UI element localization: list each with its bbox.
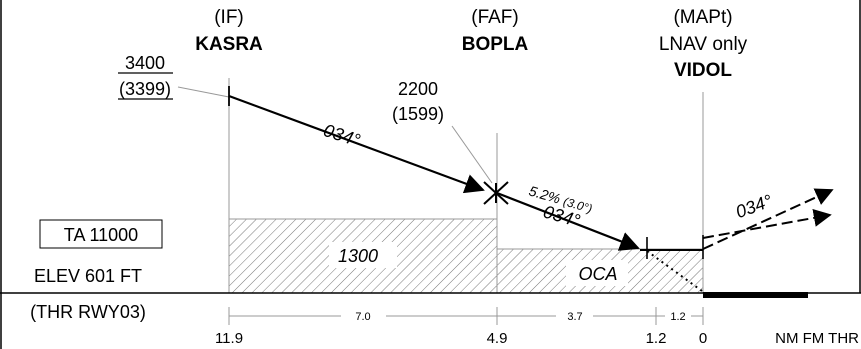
- distance-tick-1-2: 1.2: [646, 330, 667, 347]
- faf-fix-name: BOPLA: [462, 34, 529, 55]
- obstacle-area-left-label: 1300: [338, 246, 378, 266]
- oca-label-bg-right: [566, 260, 628, 286]
- final-segment: [496, 191, 640, 251]
- if-altitude: 3400: [125, 53, 165, 73]
- segment-distance-2: 3.7: [567, 311, 582, 323]
- if-height: (3399): [119, 79, 171, 99]
- transition-altitude: TA 11000: [64, 225, 138, 245]
- segment-distance-1: 7.0: [355, 311, 370, 323]
- if-leader-line: [177, 86, 230, 98]
- obstacle-area-right-label: OCA: [578, 264, 617, 284]
- mapt-note: LNAV only: [659, 34, 748, 55]
- initial-course: 034°: [321, 120, 363, 151]
- distance-scale: [228, 307, 704, 325]
- if-role-label: (IF): [214, 7, 244, 28]
- mapt-fix-name: VIDOL: [674, 60, 732, 81]
- aerodrome-elevation: ELEV 601 FT: [34, 266, 142, 286]
- faf-role-label: (FAF): [471, 7, 519, 28]
- missed-approach-track: [702, 209, 832, 239]
- mapt-role-label: (MAPt): [673, 7, 732, 28]
- transition-altitude-box: [39, 219, 163, 249]
- faf-height: (1599): [392, 104, 444, 124]
- distance-tick-if: 11.9: [215, 330, 243, 347]
- distance-tick-faf: 4.9: [487, 330, 508, 347]
- initial-segment: [228, 94, 485, 194]
- missed-course: 034°: [733, 191, 775, 223]
- faf-leader-line: [451, 125, 493, 184]
- if-fix-name: KASRA: [195, 34, 263, 55]
- distance-tick-threshold: 0: [699, 330, 707, 347]
- segment-distance-3: 1.2: [670, 311, 685, 323]
- oca-label-bg-left: [329, 242, 397, 268]
- threshold-label: (THR RWY03): [30, 302, 146, 322]
- distance-scale-unit: NM FM THR: [775, 330, 859, 347]
- missed-approach-segment: [702, 188, 834, 250]
- faf-altitude: 2200: [398, 79, 438, 99]
- faf-cross-icon: [483, 181, 509, 205]
